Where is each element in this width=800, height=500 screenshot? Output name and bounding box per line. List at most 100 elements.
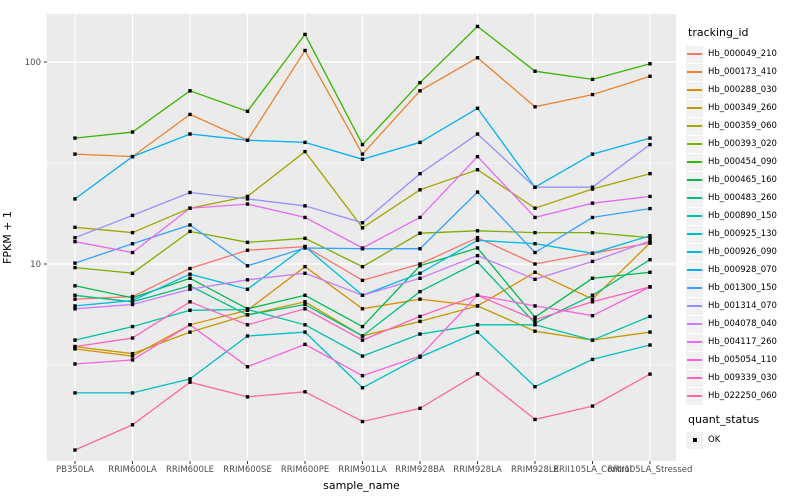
data-point: [303, 330, 307, 334]
data-point: [303, 264, 307, 269]
data-point: [130, 391, 135, 395]
data-point: [418, 188, 422, 192]
data-point: [73, 338, 77, 342]
x-tick-label: RRIM600PE: [281, 465, 329, 475]
data-point: [303, 271, 307, 275]
legend-label: Hb_000393_020: [708, 139, 777, 149]
data-point: [418, 276, 422, 280]
legend-label: Hb_001300_150: [708, 283, 777, 293]
legend-label: Hb_000925_130: [708, 229, 777, 239]
data-point: [418, 89, 422, 93]
data-point: [188, 112, 192, 117]
data-point: [130, 351, 135, 356]
data-point: [475, 260, 480, 264]
data-point: [533, 105, 537, 109]
data-point: [475, 235, 480, 240]
data-point: [73, 284, 77, 288]
legend: tracking_id Hb_000049_210 Hb_000173_410 Hb…: [686, 26, 798, 449]
ok-square-marker-icon: [686, 431, 703, 449]
data-point: [73, 197, 77, 201]
data-point: [533, 206, 537, 210]
data-point: [418, 406, 422, 411]
legend-item-Hb_000359_060: Hb_000359_060: [686, 117, 798, 135]
data-point: [130, 154, 135, 159]
data-point: [648, 194, 652, 199]
data-point: [245, 365, 250, 369]
data-point: [303, 302, 307, 307]
data-point: [130, 298, 135, 303]
data-point: [533, 215, 537, 220]
data-point: [73, 448, 77, 452]
data-point: [533, 230, 537, 235]
legend-item-Hb_000483_260: Hb_000483_260: [686, 189, 798, 207]
data-point: [188, 190, 192, 195]
legend-item-Hb_000925_130: Hb_000925_130: [686, 225, 798, 243]
data-point: [475, 190, 480, 194]
legend-label: Hb_004078_040: [708, 319, 777, 329]
data-point: [188, 272, 192, 276]
data-point: [245, 287, 250, 291]
data-point: [648, 343, 652, 347]
data-point: [360, 324, 365, 329]
legend-label: Hb_000926_090: [708, 247, 777, 257]
data-point: [418, 215, 422, 220]
legend-title-tracking-id: tracking_id: [688, 26, 749, 39]
data-point: [360, 334, 365, 338]
data-point: [475, 154, 480, 159]
data-point: [245, 240, 250, 245]
data-point: [590, 276, 595, 280]
legend-label: Hb_004117_260: [708, 337, 777, 347]
data-point: [188, 89, 192, 93]
legend-key-line-icon: [686, 153, 703, 171]
data-point: [360, 226, 365, 230]
data-point: [475, 132, 480, 136]
data-point: [73, 152, 77, 156]
data-point: [188, 266, 192, 271]
legend-label: Hb_001314_070: [708, 301, 777, 311]
legend-item-Hb_000393_020: Hb_000393_020: [686, 135, 798, 153]
legend-item-Hb_022250_060: Hb_022250_060: [686, 387, 798, 405]
data-point: [130, 250, 135, 255]
data-point: [590, 251, 595, 255]
legend-key-line-icon: [686, 315, 703, 333]
data-point: [475, 323, 480, 327]
data-point: [418, 297, 422, 301]
legend-item-Hb_001300_150: Hb_001300_150: [686, 279, 798, 297]
legend-label: Hb_000173_410: [708, 67, 777, 77]
data-point: [188, 223, 192, 227]
data-point: [245, 264, 250, 268]
data-point: [73, 235, 77, 240]
data-point: [648, 171, 652, 176]
data-point: [73, 265, 77, 270]
panel-background: [47, 14, 676, 461]
data-point: [533, 69, 537, 73]
data-point: [303, 204, 307, 208]
data-point: [533, 417, 537, 422]
x-tick-label: RRIM600LA: [108, 465, 157, 475]
legend-key-line-icon: [686, 297, 703, 315]
data-point: [188, 287, 192, 291]
legend-label: Hb_000483_260: [708, 193, 777, 203]
legend-label: Hb_009339_030: [708, 373, 777, 383]
data-point: [533, 277, 537, 281]
data-point: [130, 423, 135, 427]
data-point: [533, 317, 537, 322]
legend-item-Hb_000288_030: Hb_000288_030: [686, 81, 798, 99]
data-point: [245, 197, 250, 201]
legend-key-line-icon: [686, 333, 703, 351]
legend-label: Hb_005054_110: [708, 355, 777, 365]
legend-key-line-icon: [686, 63, 703, 81]
data-point: [533, 323, 537, 327]
data-point: [303, 48, 307, 53]
data-point: [73, 239, 77, 244]
legend-item-Hb_000454_090: Hb_000454_090: [686, 153, 798, 171]
data-point: [188, 330, 192, 334]
data-point: [188, 377, 192, 381]
data-point: [475, 372, 480, 376]
data-point: [303, 149, 307, 154]
data-point: [360, 264, 365, 269]
data-point: [245, 323, 250, 327]
x-tick-label: RRII105LA_Stressed: [608, 465, 693, 475]
data-point: [360, 246, 365, 250]
